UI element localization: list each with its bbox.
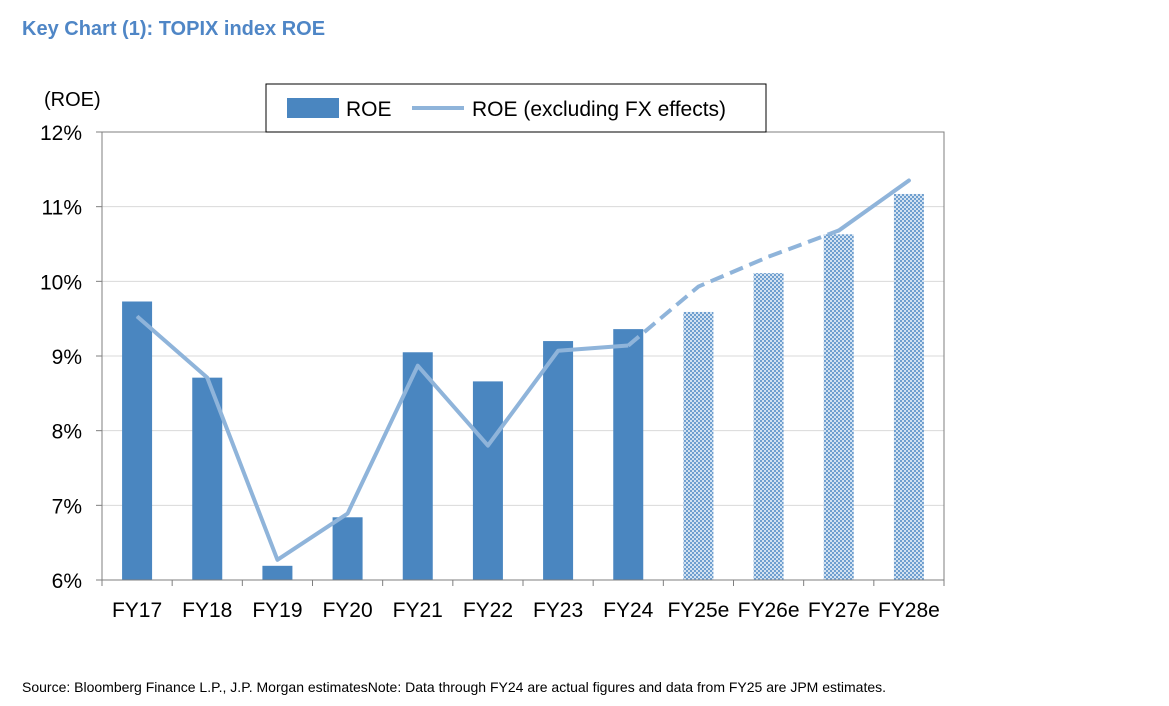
bar-roe-estimate xyxy=(893,193,924,580)
y-tick-label: 7% xyxy=(52,495,82,518)
line-point-roe-ex-fx xyxy=(276,559,278,561)
x-tick-label: FY23 xyxy=(533,599,583,622)
x-tick-label: FY22 xyxy=(463,599,513,622)
y-tick-label: 9% xyxy=(52,346,82,369)
x-tick-label: FY18 xyxy=(182,599,232,622)
bar-roe-estimate xyxy=(683,311,714,580)
x-tick-label: FY17 xyxy=(112,599,162,622)
roe-bars xyxy=(122,193,924,580)
y-tick-label: 6% xyxy=(52,570,82,593)
y-tick-label: 8% xyxy=(52,421,82,444)
x-tick-label: FY25e xyxy=(667,599,729,622)
roe-ex-fx-line xyxy=(135,178,911,562)
line-point-roe-ex-fx xyxy=(557,350,559,352)
x-tick-label: FY24 xyxy=(603,599,654,622)
bar-roe xyxy=(262,565,293,580)
line-roe-ex-fx-actual xyxy=(135,314,629,562)
bar-roe xyxy=(122,301,153,580)
bar-roe xyxy=(332,517,363,580)
x-axis-ticks: FY17 FY18 FY19 FY20 FY21 FY22 FY23 FY24 FY25e FY2… xyxy=(101,580,945,622)
line-roe-ex-fx-final-segment xyxy=(836,178,911,233)
x-tick-label: FY27e xyxy=(808,599,870,622)
y-tick-label: 11% xyxy=(42,197,82,220)
x-tick-label: FY28e xyxy=(878,599,940,622)
bar-roe xyxy=(613,329,644,580)
bar-roe xyxy=(472,381,503,580)
line-roe-ex-fx-estimate xyxy=(626,228,840,348)
line-point-roe-ex-fx xyxy=(417,365,419,367)
line-point-roe-ex-fx xyxy=(908,180,910,182)
legend-swatch-roe xyxy=(287,98,339,118)
chart-legend: ROE ROE (excluding FX effects) xyxy=(265,83,767,133)
chart-title: Key Chart (1): TOPIX index ROE xyxy=(22,18,326,40)
source-footnote: Source: Bloomberg Finance L.P., J.P. Mor… xyxy=(22,679,887,695)
y-axis-label: (ROE) xyxy=(44,89,101,111)
y-axis-ticks: 6% 7% 8% 9% 10% 11% 12% xyxy=(40,122,102,593)
x-tick-label: FY20 xyxy=(322,599,372,622)
legend-label-roe-ex-fx: ROE (excluding FX effects) xyxy=(472,98,726,121)
y-tick-label: 10% xyxy=(40,271,82,294)
line-point-roe-ex-fx xyxy=(347,513,349,515)
legend-label-roe: ROE xyxy=(346,98,392,121)
gridlines xyxy=(102,206,944,506)
y-tick-label: 12% xyxy=(40,122,82,145)
bar-roe-estimate xyxy=(753,273,784,580)
line-point-roe-ex-fx xyxy=(838,230,840,232)
bar-roe xyxy=(543,341,574,580)
x-tick-label: FY19 xyxy=(252,599,302,622)
bar-roe-estimate xyxy=(823,234,854,580)
roe-chart: 6%7%8%9%10%11%12% FY17 FY18 FY19 FY20 FY21 FY… xyxy=(40,83,945,622)
line-point-roe-ex-fx xyxy=(697,286,699,288)
x-tick-label: FY21 xyxy=(393,599,443,622)
line-point-roe-ex-fx xyxy=(206,377,208,379)
line-point-roe-ex-fx xyxy=(487,445,489,447)
bar-roe xyxy=(192,377,223,580)
legend-box xyxy=(265,83,767,133)
x-tick-label: FY26e xyxy=(738,599,800,622)
line-point-roe-ex-fx xyxy=(768,256,770,258)
line-point-roe-ex-fx xyxy=(136,315,138,317)
line-point-roe-ex-fx xyxy=(627,345,629,347)
